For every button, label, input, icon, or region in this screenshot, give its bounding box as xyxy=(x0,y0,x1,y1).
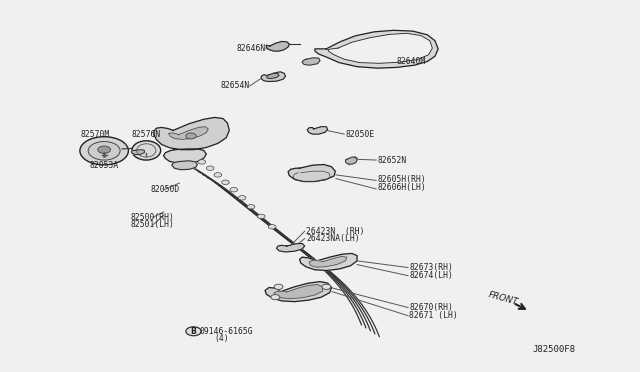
Polygon shape xyxy=(266,73,279,78)
Polygon shape xyxy=(346,157,357,164)
Text: 26423N  (RH): 26423N (RH) xyxy=(306,227,364,236)
Polygon shape xyxy=(302,58,320,65)
Circle shape xyxy=(268,225,276,229)
Polygon shape xyxy=(288,164,335,182)
Polygon shape xyxy=(265,282,332,302)
Text: 82605H(RH): 82605H(RH) xyxy=(378,175,426,184)
Text: 82640M: 82640M xyxy=(397,57,426,66)
Text: 82576N: 82576N xyxy=(132,130,161,140)
Polygon shape xyxy=(328,33,433,63)
Circle shape xyxy=(247,205,255,209)
Text: 82606H(LH): 82606H(LH) xyxy=(378,183,426,192)
Text: 82501(LH): 82501(LH) xyxy=(131,221,175,230)
Polygon shape xyxy=(315,31,438,68)
Polygon shape xyxy=(261,72,285,81)
Circle shape xyxy=(322,284,331,289)
Circle shape xyxy=(186,133,196,139)
Text: (4): (4) xyxy=(214,334,229,343)
Text: 82673(RH): 82673(RH) xyxy=(410,263,453,272)
Polygon shape xyxy=(132,150,145,154)
Text: 82654N: 82654N xyxy=(221,81,250,90)
Polygon shape xyxy=(172,161,197,170)
Text: 82670(RH): 82670(RH) xyxy=(410,303,453,312)
Polygon shape xyxy=(309,256,347,267)
Circle shape xyxy=(257,214,265,219)
Circle shape xyxy=(274,284,283,289)
Ellipse shape xyxy=(132,141,161,160)
Text: FRONT: FRONT xyxy=(487,290,519,307)
Circle shape xyxy=(271,295,280,300)
Text: B: B xyxy=(191,327,196,336)
Text: 82050E: 82050E xyxy=(346,129,375,139)
Circle shape xyxy=(198,160,205,164)
Text: 26423NA(LH): 26423NA(LH) xyxy=(306,234,360,243)
Circle shape xyxy=(214,173,221,177)
Text: 82652N: 82652N xyxy=(378,155,407,164)
Polygon shape xyxy=(276,243,305,252)
Circle shape xyxy=(221,180,229,185)
Text: 82671 (LH): 82671 (LH) xyxy=(410,311,458,320)
Polygon shape xyxy=(266,41,289,51)
Circle shape xyxy=(98,146,111,153)
Text: 09146-6165G: 09146-6165G xyxy=(200,327,253,336)
Text: 82050D: 82050D xyxy=(151,185,180,194)
Text: 82646N: 82646N xyxy=(236,44,266,53)
Polygon shape xyxy=(154,118,229,150)
Polygon shape xyxy=(307,127,328,134)
Circle shape xyxy=(186,327,201,336)
Text: 82500(RH): 82500(RH) xyxy=(131,213,175,222)
Polygon shape xyxy=(300,253,357,270)
Circle shape xyxy=(238,196,246,200)
Polygon shape xyxy=(169,127,208,139)
Circle shape xyxy=(230,187,237,192)
Text: 82674(LH): 82674(LH) xyxy=(410,271,453,280)
Text: J82500F8: J82500F8 xyxy=(532,344,575,353)
Circle shape xyxy=(80,137,129,165)
Polygon shape xyxy=(164,149,206,163)
Text: 82570M: 82570M xyxy=(81,130,110,140)
Text: 82053A: 82053A xyxy=(90,161,119,170)
Circle shape xyxy=(88,141,120,160)
Polygon shape xyxy=(274,285,323,299)
Circle shape xyxy=(206,166,214,170)
